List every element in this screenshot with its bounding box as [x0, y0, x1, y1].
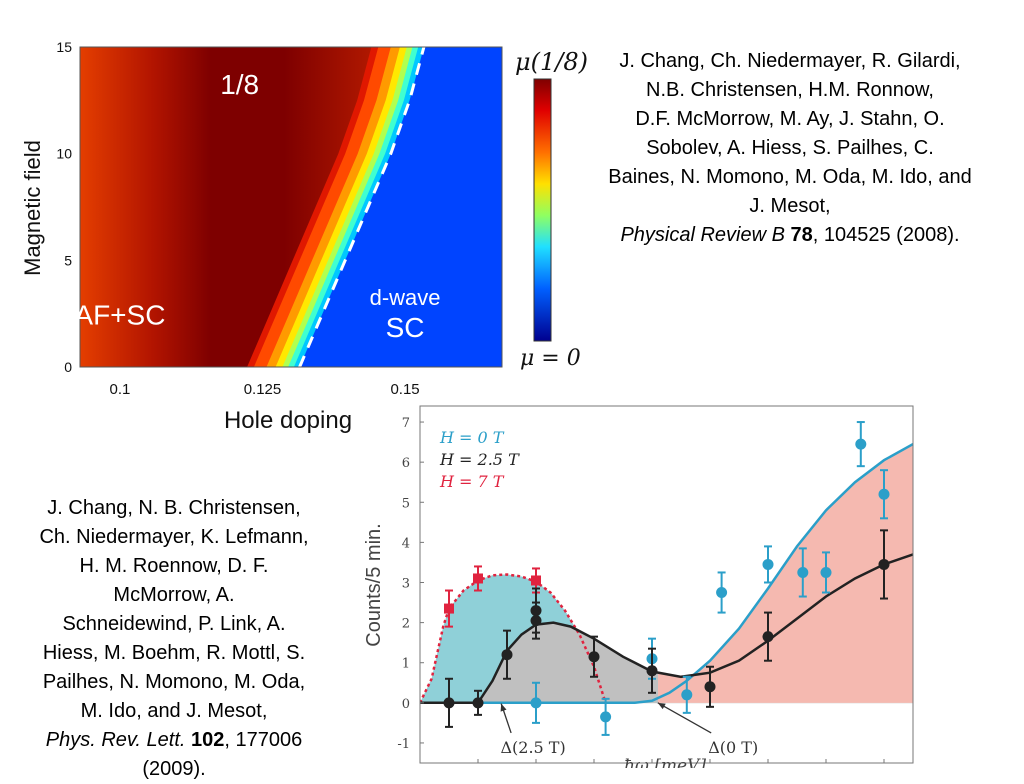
data-point — [762, 558, 774, 570]
data-point — [716, 587, 728, 599]
phase-x-axis-label: Hole doping — [224, 407, 352, 434]
citation-line: Hiess, M. Boehm, R. Mottl, S. — [42, 642, 306, 664]
citation-line: J. Chang, N. B. Christensen, — [47, 497, 301, 519]
data-point — [855, 438, 867, 450]
phase-y-tick-label: 0 — [64, 359, 72, 375]
data-point — [588, 651, 600, 663]
gap-annotation: Δ(0 T) — [708, 738, 758, 757]
colorbar — [533, 78, 552, 342]
region-label: AF+SC — [74, 299, 165, 330]
data-point — [704, 681, 716, 693]
citation-line: Schneidewind, P. Link, A. — [62, 613, 286, 635]
citation-line: Pailhes, N. Momono, M. Oda, — [42, 671, 306, 693]
data-point — [473, 573, 483, 584]
citation-line: D.F. McMorrow, M. Ay, J. Stahn, O. — [635, 108, 945, 130]
data-point — [646, 665, 658, 677]
data-point — [444, 603, 454, 614]
phase-y-tick-label: 10 — [56, 146, 72, 162]
citation-line: M. Ido, and J. Mesot, — [80, 700, 268, 722]
spectrum-y-tick-label: 0 — [402, 697, 410, 712]
annotation-arrowhead — [500, 703, 507, 712]
spectrum-legend: H = 0 T H = 2.5 T H = 7 T — [439, 428, 520, 491]
spectrum-y-tick-label: 5 — [402, 496, 410, 511]
citation-bottom: J. Chang, N. B. Christensen, Ch. Niederma… — [4, 494, 344, 784]
annotation-arrow — [657, 702, 712, 734]
data-point — [472, 697, 484, 709]
region-label: SC — [386, 312, 425, 343]
fit-curve-0T — [420, 443, 913, 705]
data-point — [797, 566, 809, 578]
citation-line: McMorrow, A. — [113, 584, 235, 606]
af-region — [80, 47, 372, 367]
colorbar-top-label: μ(1/8) — [515, 48, 588, 76]
data-point — [878, 488, 890, 500]
data-point — [530, 615, 542, 627]
spectrum-y-axis-label: Counts/5 min. — [363, 523, 385, 646]
spectrum-plot-frame — [419, 405, 914, 764]
spectrum-y-tick-label: 2 — [402, 617, 410, 632]
journal-name: Physical Review B — [620, 224, 791, 246]
citation-line: (2009). — [142, 758, 206, 780]
data-point — [762, 631, 774, 643]
spectrum-y-tick-label: -1 — [397, 737, 410, 752]
journal-pages: , 177006 — [224, 729, 303, 751]
data-point — [530, 697, 542, 709]
data-point — [600, 711, 612, 723]
journal-name: Phys. Rev. Lett. — [45, 729, 191, 751]
data-point — [878, 558, 890, 570]
spectrum-y-tick-label: 4 — [402, 536, 410, 551]
citation-line: Physical Review B 78, 104525 (2008). — [556, 221, 1024, 250]
sc-boundary-line — [298, 46, 426, 368]
phase-y-tick-label: 15 — [56, 39, 72, 55]
boundary-dashes — [298, 46, 426, 368]
phase-axes: 0.1 0.125 0.15 0 5 10 15 — [56, 39, 419, 398]
data-point — [820, 566, 832, 578]
data-point — [531, 575, 541, 586]
legend-entry: H = 7 T — [439, 472, 505, 491]
journal-volume: 78 — [790, 224, 813, 246]
citation-line: Baines, N. Momono, M. Oda, M. Ido, and — [608, 166, 972, 188]
phase-y-tick-label: 5 — [64, 252, 72, 268]
spectrum-y-tick-label: 1 — [402, 657, 410, 672]
journal-pages: , 104525 (2008). — [812, 224, 960, 246]
colorbar-bottom-label: μ = 0 — [520, 346, 581, 371]
spectrum-fit-curves — [420, 443, 913, 705]
citation-top: J. Chang, Ch. Niedermayer, R. Gilardi, N.… — [556, 47, 1024, 250]
citation-line: Ch. Niedermayer, K. Lefmann, — [39, 526, 309, 548]
spectrum-y-tick-label: 3 — [402, 576, 410, 591]
annotation-arrowhead — [657, 702, 666, 710]
gap-annotation: Δ(2.5 T) — [500, 738, 565, 757]
citation-line: N.B. Christensen, H.M. Ronnow, — [646, 79, 934, 101]
phase-map — [80, 47, 502, 367]
spectrum-annotations: Δ(2.5 T) Δ(0 T) — [500, 702, 758, 757]
region-label: d-wave — [370, 285, 441, 310]
data-point — [443, 697, 455, 709]
citation-line: J. Chang, Ch. Niedermayer, R. Gilardi, — [619, 50, 961, 72]
phase-x-tick-label: 0.15 — [390, 381, 419, 398]
region-label: 1/8 — [220, 69, 259, 100]
phase-x-tick-label: 0.125 — [244, 381, 282, 398]
legend-entry: H = 2.5 T — [439, 450, 520, 469]
journal-volume: 102 — [191, 729, 225, 751]
legend-entry: H = 0 T — [439, 428, 505, 447]
citation-line: Phys. Rev. Lett. 102, 177006 — [4, 726, 344, 755]
citation-line: H. M. Roennow, D. F. — [79, 555, 269, 577]
spectrum-data-points — [443, 421, 890, 736]
phase-map-frame — [79, 46, 503, 368]
spectrum-y-tick-label: 7 — [402, 416, 410, 431]
phase-x-tick-label: 0.1 — [109, 381, 130, 398]
spectrum-x-axis-label: ħω [meV] — [624, 756, 706, 768]
citation-line: Sobolev, A. Hiess, S. Pailhes, C. — [646, 137, 934, 159]
phase-y-axis-label: Magnetic field — [20, 140, 45, 276]
data-point — [501, 649, 513, 661]
citation-line: J. Mesot, — [749, 195, 831, 217]
data-point — [681, 689, 693, 701]
spectrum-y-tick-label: 6 — [402, 456, 410, 471]
fit-curve-2p5T — [420, 553, 913, 705]
fit-curve-7T — [420, 573, 607, 704]
